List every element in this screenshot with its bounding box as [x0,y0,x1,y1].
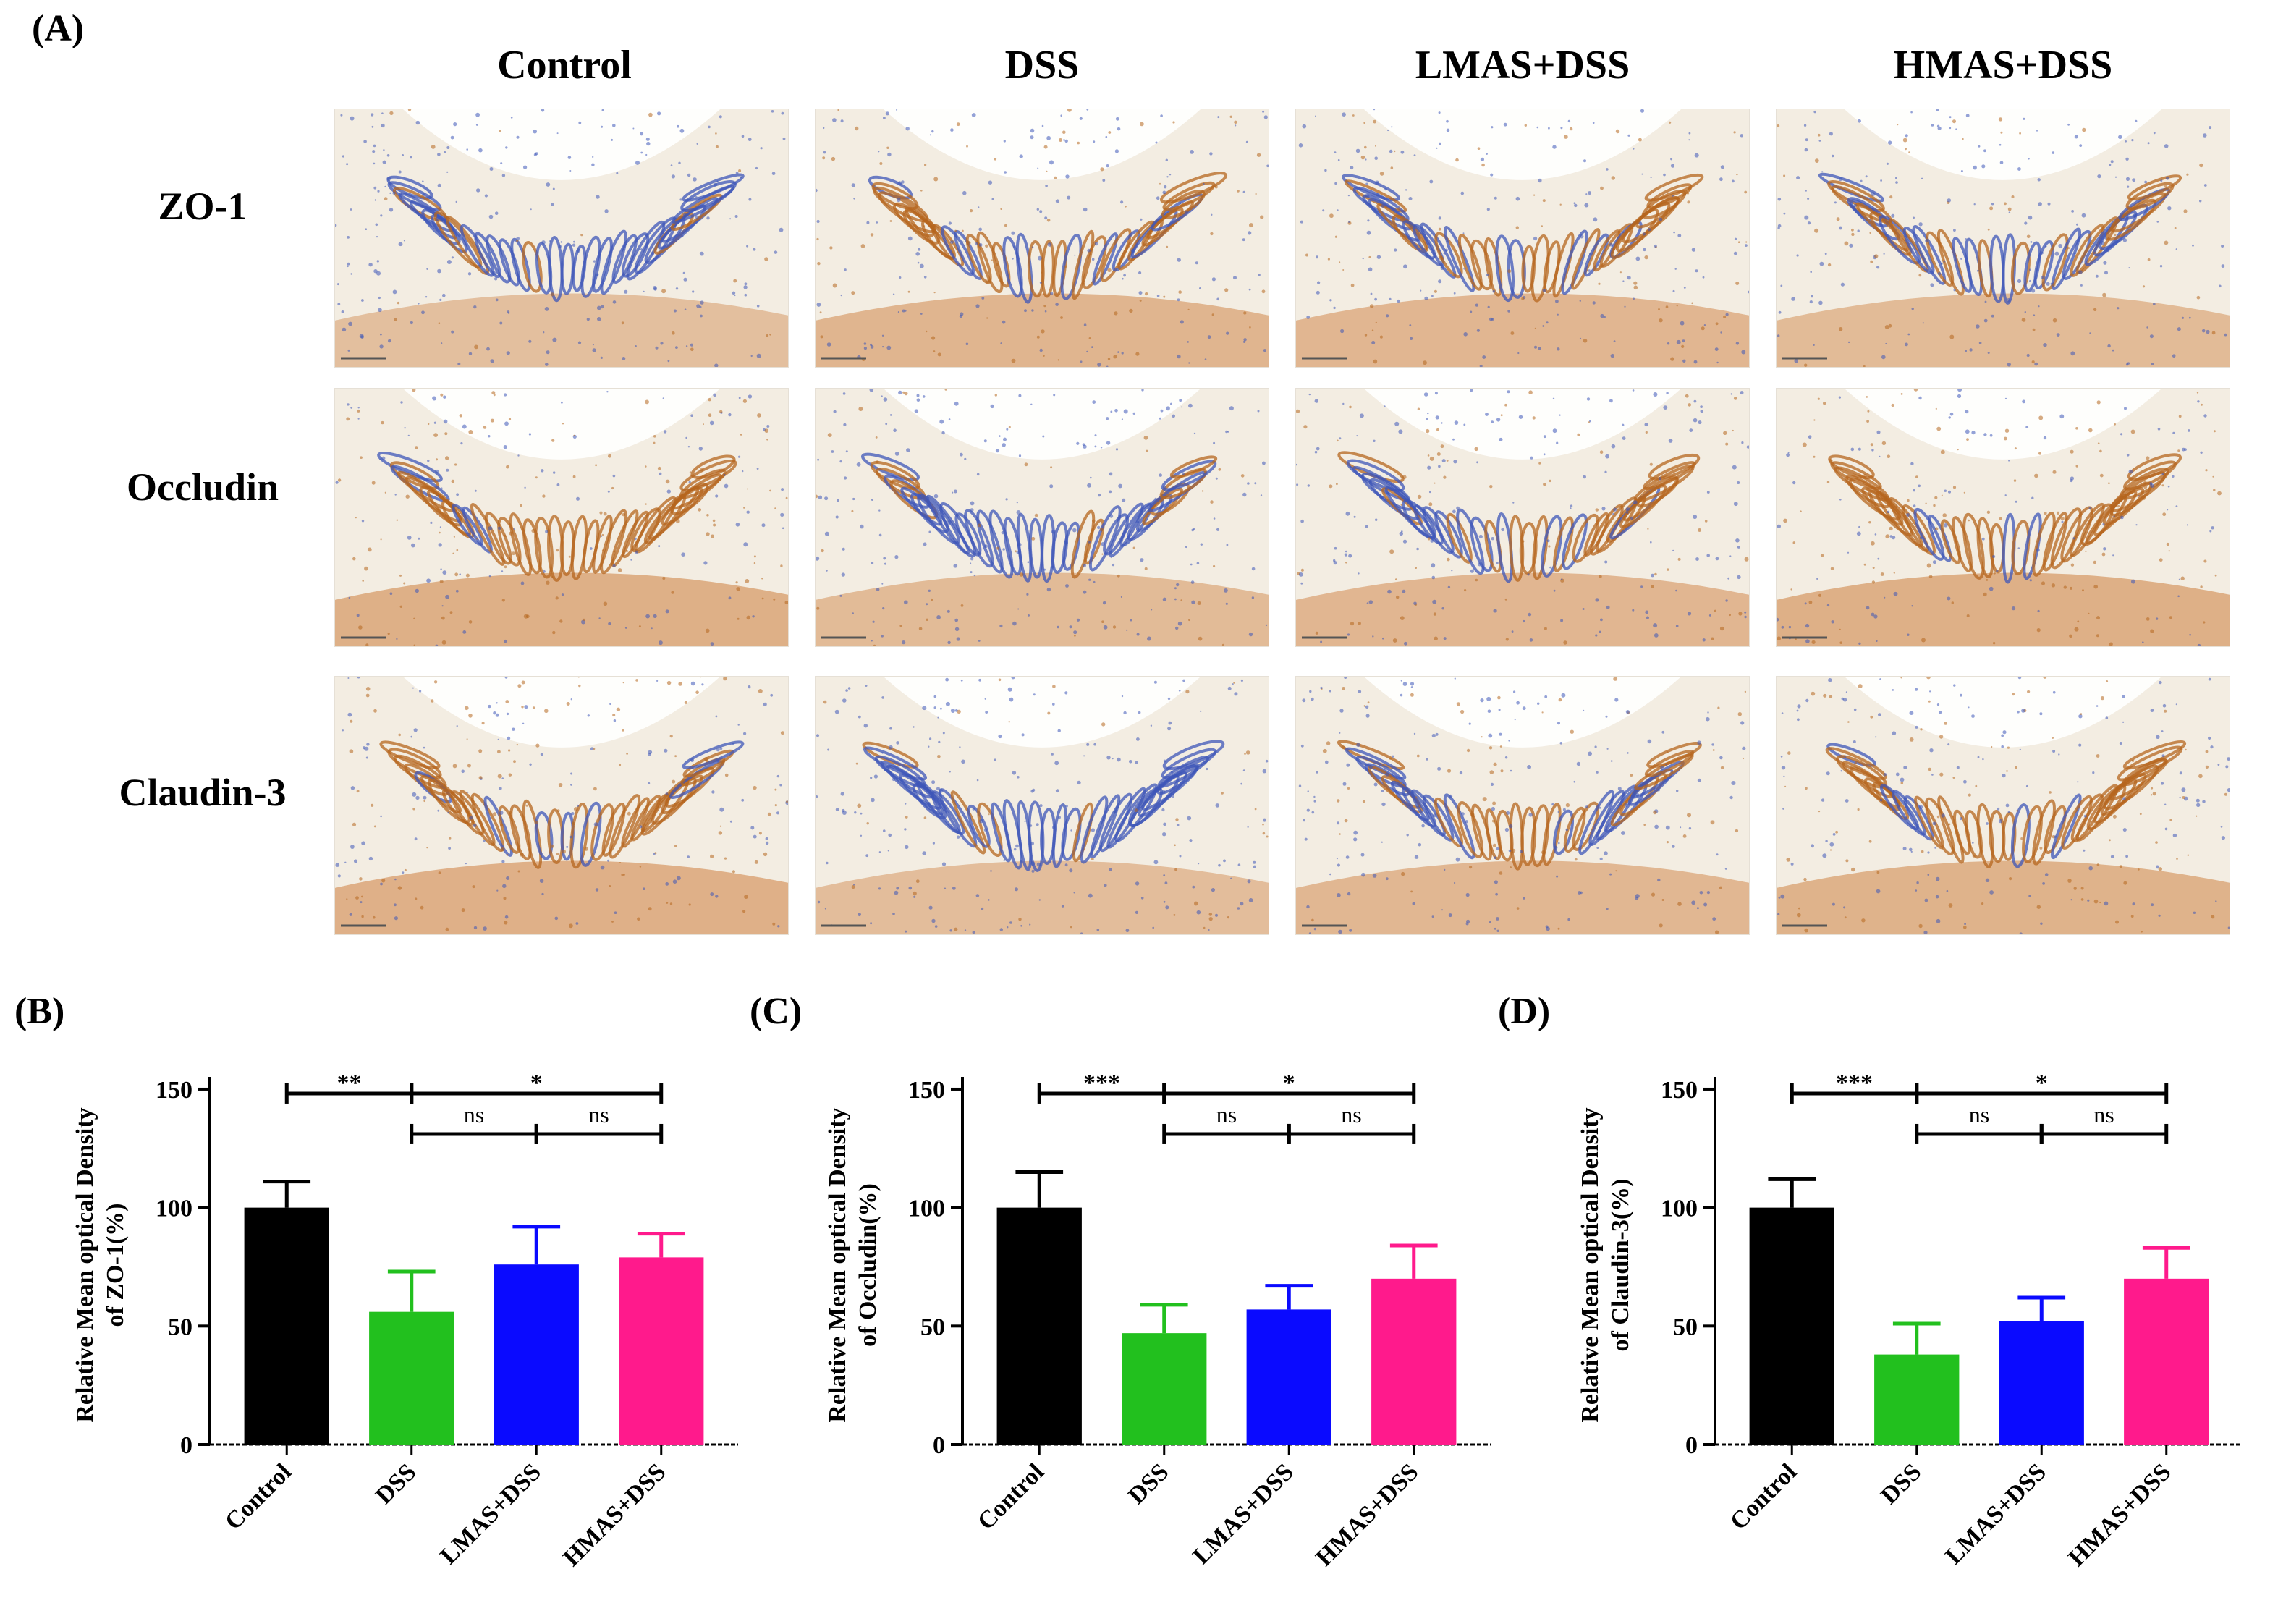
y-tick-label: 0 [180,1432,192,1459]
chart-svg-d: Relative Mean optical Density of Claudin-… [1577,1070,2243,1572]
row-header-claudin3: Claudin-3 [119,771,287,814]
significance-bracket: * [410,1070,664,1104]
significance-bracket: *** [1037,1070,1166,1104]
x-tick-label: DSS [1123,1458,1174,1509]
bar-control [996,1207,1082,1445]
significance-label: *** [1083,1070,1120,1096]
bar-lmas-dss [1246,1309,1331,1445]
bar-dss [1122,1333,1207,1445]
y-tick-label: 50 [168,1314,192,1340]
significance-bracket: ns [2039,1101,2169,1144]
column-header-lmas-dss: LMAS+DSS [1415,43,1630,88]
column-header-hmas-dss: HMAS+DSS [1893,43,2113,88]
chart-claudin3: Relative Mean optical Density of Claudin-… [1505,1042,2272,1621]
chart-svg-b: Relative Mean optical Density of ZO-1(%) 0… [72,1070,738,1572]
significance-bracket: ns [534,1101,664,1144]
micrograph-occludin-control [334,388,789,647]
significance-label: ns [588,1101,609,1128]
micrograph-zo1-lmas-dss [1295,109,1750,368]
micrograph-claudin3-dss [815,676,1269,935]
panel-d-label: (D) [1498,991,1551,1032]
bar-hmas-dss [2124,1278,2209,1445]
micrograph-claudin3-control [334,676,789,935]
micrograph-occludin-dss [815,388,1269,647]
y-axis-label-line1: Relative Mean optical Density [1577,1107,1604,1422]
y-axis-label-line1: Relative Mean optical Density [824,1107,851,1422]
chart-occludin: Relative Mean optical Density of Occludin… [753,1042,1520,1621]
row-header-zo1: ZO-1 [158,185,247,228]
y-tick-label: 150 [1661,1077,1698,1104]
chart-svg-c: Relative Mean optical Density of Occludin… [824,1070,1491,1572]
micrograph-claudin3-lmas-dss [1295,676,1750,935]
micrograph-occludin-lmas-dss [1295,388,1750,647]
row-header-occludin: Occludin [126,465,279,509]
y-tick-label: 50 [920,1314,945,1340]
y-tick-label: 100 [908,1196,945,1222]
micrograph-claudin3-hmas-dss [1776,676,2230,935]
bar-dss [369,1311,454,1445]
significance-bracket: * [1915,1070,2169,1104]
x-tick-label: Control [220,1458,297,1535]
micrograph-zo1-control [334,109,789,368]
y-axis-label-line2: of Occludin(%) [855,1183,881,1347]
significance-label: ns [464,1101,484,1128]
x-tick-label: Control [1725,1458,1802,1535]
significance-label: ns [1216,1101,1237,1128]
significance-bracket: ns [410,1101,538,1144]
chart-zo1: Relative Mean optical Density of ZO-1(%) 0… [0,1042,767,1621]
x-tick-label: DSS [371,1458,421,1509]
y-tick-label: 150 [908,1077,945,1104]
x-tick-label: DSS [1876,1458,1926,1509]
significance-bracket: * [1162,1070,1416,1104]
significance-label: *** [1836,1070,1873,1096]
micrograph-zo1-hmas-dss [1776,109,2230,368]
significance-bracket: ** [284,1070,414,1104]
significance-label: * [1283,1070,1295,1096]
significance-bracket: ns [1162,1101,1291,1144]
y-tick-label: 100 [156,1196,192,1222]
x-tick-label: LMAS+DSS [435,1458,546,1569]
significance-bracket: *** [1790,1070,1919,1104]
significance-label: ns [1969,1101,1989,1128]
significance-label: * [530,1070,543,1096]
x-tick-label: HMAS+DSS [558,1458,671,1571]
bar-control [1749,1207,1834,1445]
x-tick-label: Control [973,1458,1049,1535]
y-axis-label-line2: of ZO-1(%) [102,1204,129,1327]
y-tick-label: 100 [1661,1196,1698,1222]
bar-dss [1874,1354,1960,1445]
y-tick-label: 150 [156,1077,192,1104]
bar-lmas-dss [494,1264,579,1445]
x-tick-label: LMAS+DSS [1187,1458,1298,1569]
x-tick-label: HMAS+DSS [2063,1458,2176,1571]
significance-label: ns [2093,1101,2114,1128]
column-header-dss: DSS [1004,43,1080,88]
y-tick-label: 50 [1673,1314,1698,1340]
y-axis-label-line1: Relative Mean optical Density [72,1107,98,1422]
micrograph-occludin-hmas-dss [1776,388,2230,647]
micrograph-zo1-dss [815,109,1269,368]
bar-hmas-dss [1371,1278,1457,1445]
panel-b-label: (B) [14,991,65,1032]
y-axis-label-line2: of Claudin-3(%) [1607,1179,1634,1352]
panel-a-label: (A) [32,8,85,49]
significance-label: ns [1341,1101,1361,1128]
significance-label: * [2036,1070,2048,1096]
significance-bracket: ns [1287,1101,1416,1144]
bar-control [244,1207,329,1445]
y-tick-label: 0 [1685,1432,1698,1459]
y-tick-label: 0 [933,1432,945,1459]
x-tick-label: LMAS+DSS [1940,1458,2051,1569]
significance-bracket: ns [1915,1101,2044,1144]
bar-lmas-dss [1999,1321,2084,1445]
column-header-control: Control [497,43,632,88]
significance-label: ** [337,1070,362,1096]
x-tick-label: HMAS+DSS [1311,1458,1423,1571]
bar-hmas-dss [619,1257,704,1445]
panel-c-label: (C) [750,991,803,1032]
